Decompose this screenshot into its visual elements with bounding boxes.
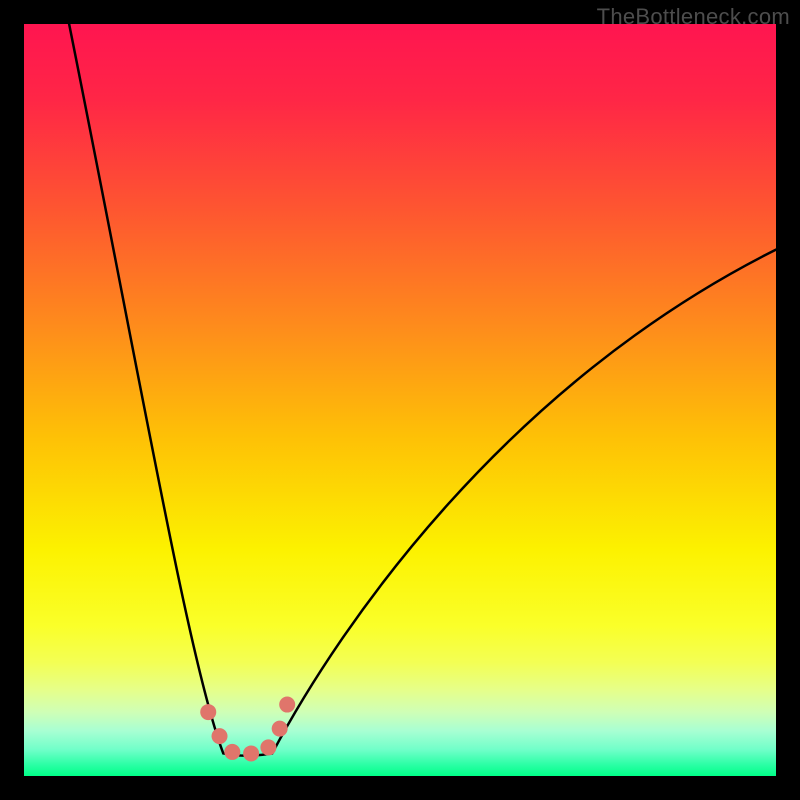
marker-point xyxy=(272,721,288,737)
watermark-text: TheBottleneck.com xyxy=(597,4,790,30)
marker-point xyxy=(200,704,216,720)
marker-point xyxy=(212,728,228,744)
gradient-background xyxy=(24,24,776,776)
marker-point xyxy=(279,697,295,713)
chart-svg xyxy=(0,0,800,800)
chart-frame: TheBottleneck.com xyxy=(0,0,800,800)
marker-point xyxy=(243,745,259,761)
marker-point xyxy=(224,744,240,760)
marker-point xyxy=(260,739,276,755)
